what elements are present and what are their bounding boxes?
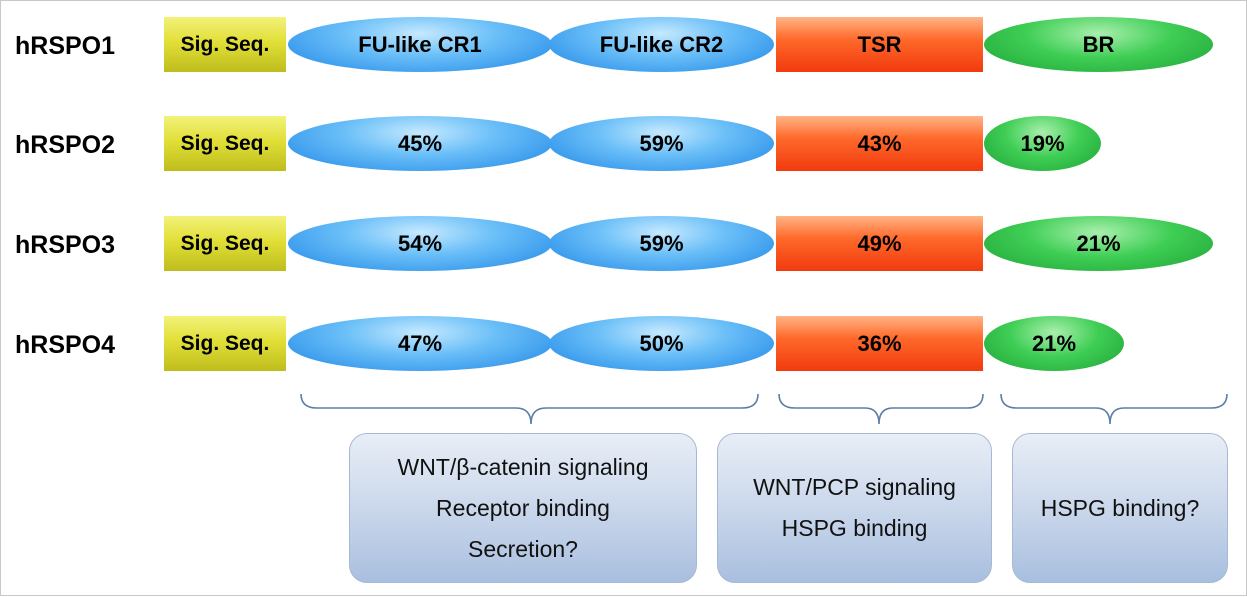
function-box-br: HSPG binding? [1012,433,1228,583]
function-text: Secretion? [468,535,578,562]
signal-sequence-domain: Sig. Seq. [164,116,286,171]
function-text: HSPG binding? [1040,494,1200,521]
fu-cr1-domain: 45% [288,116,552,171]
row-label-hrspo2: hRSPO2 [15,131,116,159]
brace-br-domain [1000,393,1228,425]
function-text: Receptor binding [436,494,610,521]
signal-sequence-domain: Sig. Seq. [164,316,286,371]
tsr-domain: 49% [776,216,983,271]
tsr-domain: 43% [776,116,983,171]
fu-cr2-domain: 59% [549,216,774,271]
row-label-hrspo1: hRSPO1 [15,32,116,60]
fu-cr2-domain: 50% [549,316,774,371]
function-text: WNT/PCP signaling [753,474,956,500]
row-label-hrspo4: hRSPO4 [15,331,116,359]
signal-sequence-domain: Sig. Seq. [164,17,286,72]
br-domain: BR [984,17,1213,72]
function-text: WNT/β-catenin signaling [397,453,649,480]
fu-cr2-domain: FU-like CR2 [549,17,774,72]
brace-fu-domains [300,393,759,425]
function-box-fu: WNT/β-catenin signaling Receptor binding… [349,433,697,583]
br-domain: 21% [984,316,1124,371]
tsr-domain: TSR [776,17,983,72]
tsr-domain: 36% [776,316,983,371]
fu-cr1-domain: FU-like CR1 [288,17,552,72]
br-domain: 19% [984,116,1101,171]
fu-cr2-domain: 59% [549,116,774,171]
function-text: HSPG binding [781,515,928,541]
function-box-tsr: WNT/PCP signaling HSPG binding [717,433,992,583]
brace-tsr-domain [778,393,984,425]
signal-sequence-domain: Sig. Seq. [164,216,286,271]
fu-cr1-domain: 47% [288,316,552,371]
fu-cr1-domain: 54% [288,216,552,271]
row-label-hrspo3: hRSPO3 [15,231,116,259]
br-domain: 21% [984,216,1213,271]
